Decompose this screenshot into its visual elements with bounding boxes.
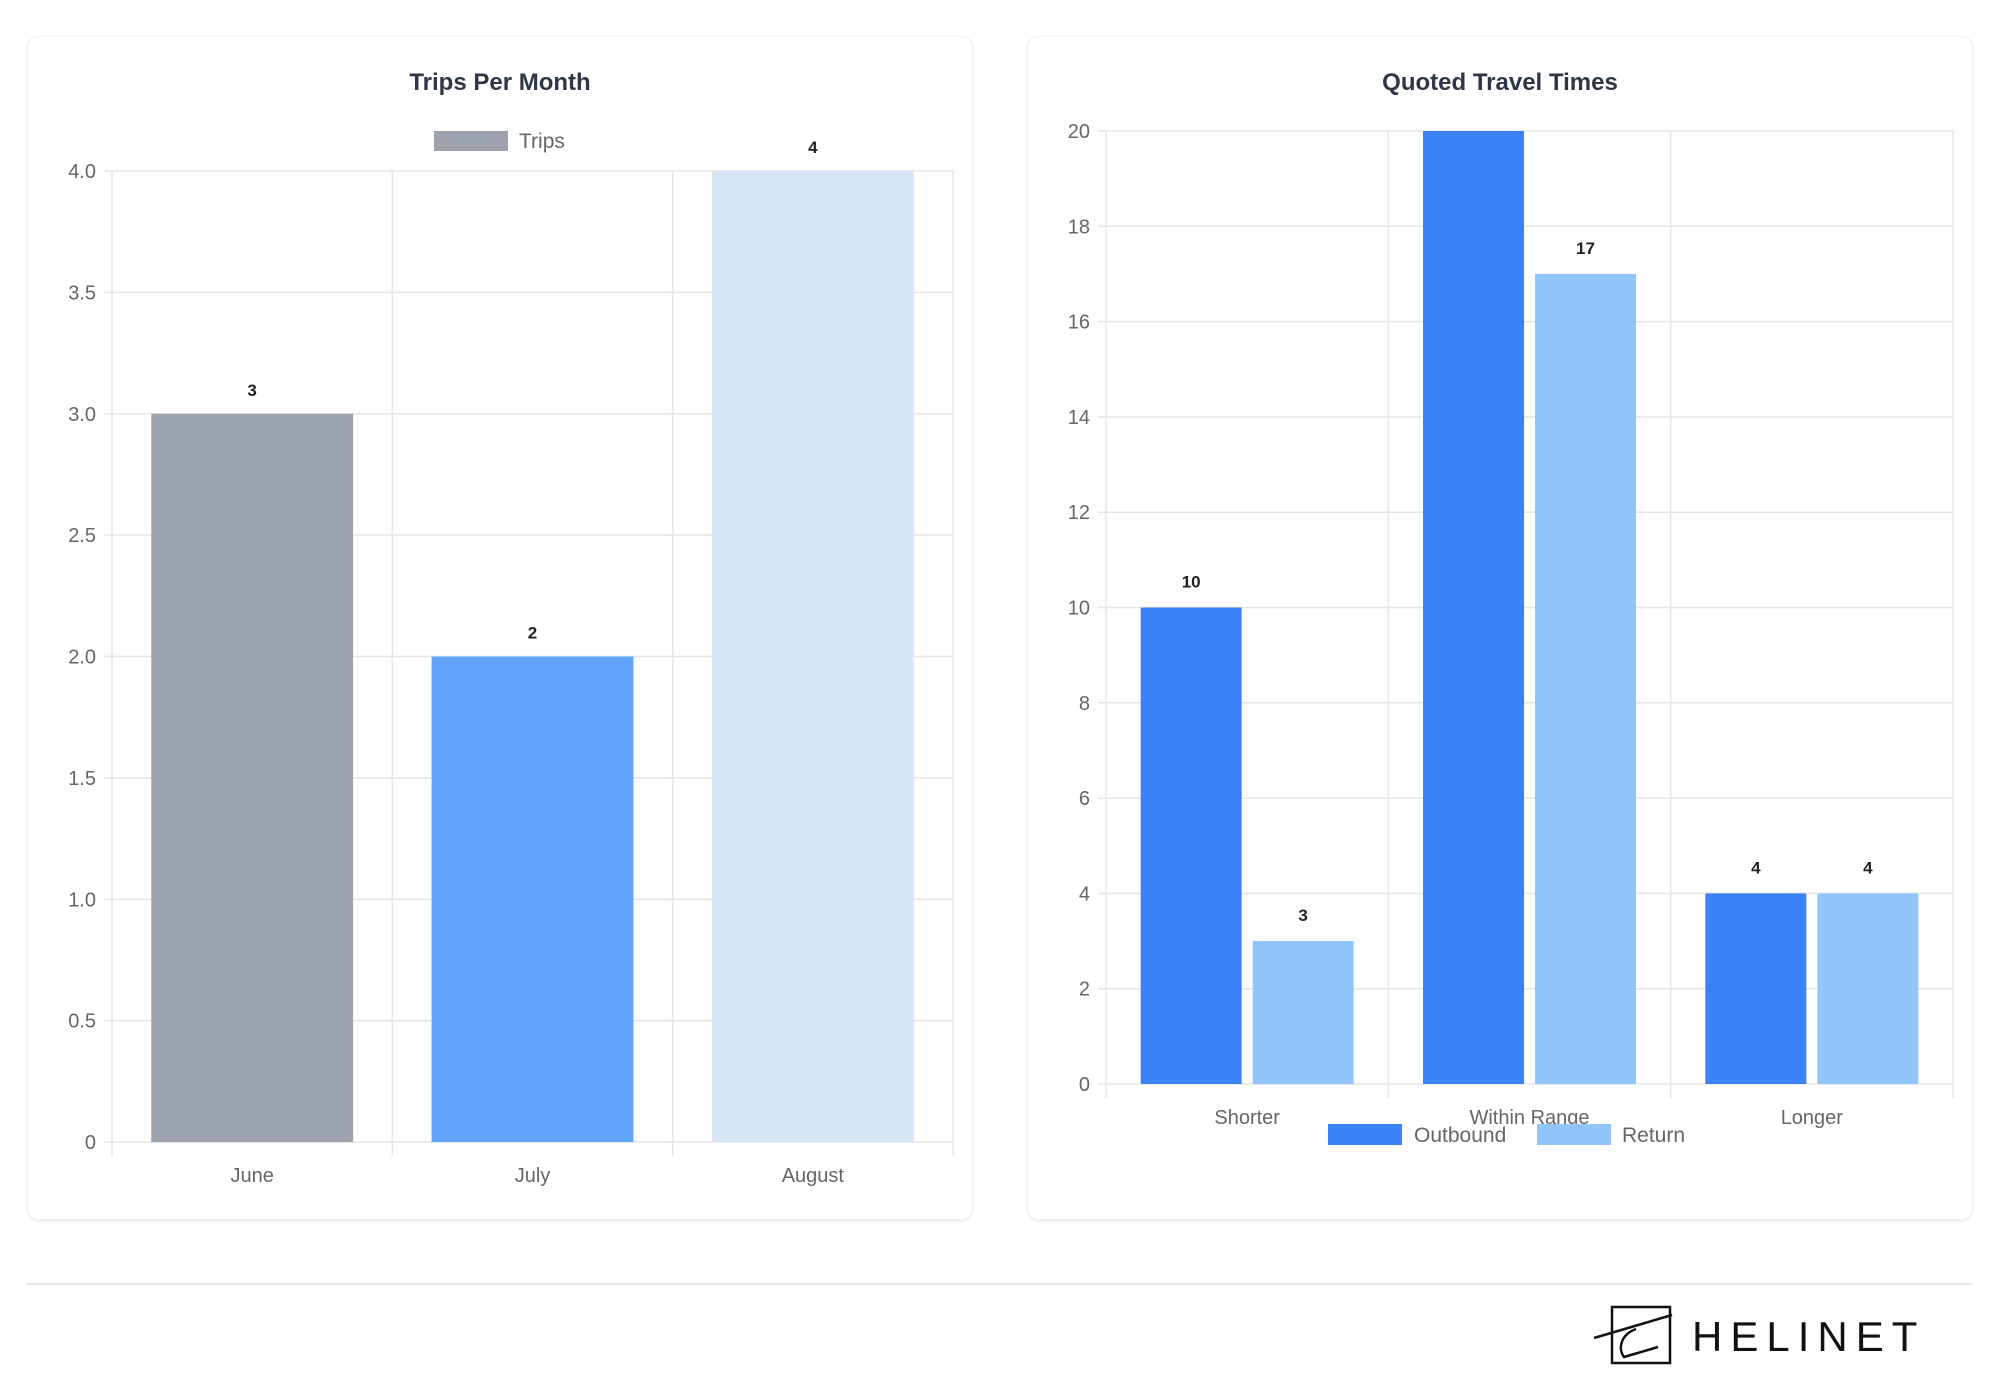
bar-outbound-longer bbox=[1705, 893, 1807, 1084]
legend-swatch-trips bbox=[434, 131, 508, 151]
y-tick-label: 14 bbox=[1068, 407, 1090, 429]
legend-swatch-outbound bbox=[1328, 1124, 1402, 1145]
y-tick-label: 4.0 bbox=[68, 161, 96, 183]
y-tick-label: 2 bbox=[1079, 979, 1090, 1001]
trips-per-month-chart: Trips Per Month Trips 0 0.5 1.0 1.5 2.0 2.5 3.0 3… bbox=[68, 69, 954, 1187]
data-label-return-within-range: 17 bbox=[1576, 239, 1595, 258]
data-label-august: 4 bbox=[808, 138, 818, 157]
footer-divider bbox=[27, 1283, 1972, 1285]
y-tick-label: 3.0 bbox=[68, 404, 96, 426]
data-label-return-shorter: 3 bbox=[1298, 906, 1307, 925]
bar-return-shorter bbox=[1252, 941, 1354, 1084]
bar-july bbox=[431, 656, 634, 1142]
x-tick-label-shorter: Shorter bbox=[1214, 1107, 1280, 1129]
y-tick-label: 20 bbox=[1068, 121, 1090, 143]
y-tick-label: 3.5 bbox=[68, 282, 96, 304]
y-tick-label: 2.5 bbox=[68, 525, 96, 547]
y-tick-label: 1.0 bbox=[68, 889, 96, 911]
x-tick-label-august: August bbox=[782, 1165, 845, 1187]
y-tick-label: 8 bbox=[1079, 693, 1090, 715]
x-tick-label-july: July bbox=[515, 1165, 551, 1187]
y-tick-label: 18 bbox=[1068, 216, 1090, 238]
y-tick-label: 0.5 bbox=[68, 1011, 96, 1033]
y-tick-label: 0 bbox=[1079, 1074, 1090, 1096]
data-label-outbound-shorter: 10 bbox=[1182, 573, 1201, 592]
legend-label-trips: Trips bbox=[519, 130, 565, 153]
y-tick-label: 6 bbox=[1079, 788, 1090, 810]
data-label-june: 3 bbox=[247, 381, 256, 400]
y-tick-label: 16 bbox=[1068, 312, 1090, 334]
legend-swatch-return bbox=[1537, 1124, 1611, 1145]
x-tick-label-june: June bbox=[230, 1165, 273, 1187]
legend-label-return: Return bbox=[1622, 1124, 1685, 1147]
helinet-logo: HELINET bbox=[1592, 1303, 1972, 1368]
quoted-travel-times-chart: Quoted Travel Times 0 2 4 6 8 10 12 14 16 18 20 10 3 S… bbox=[1068, 69, 1954, 1147]
bar-return-within-range bbox=[1535, 273, 1636, 1084]
y-tick-label: 0 bbox=[85, 1132, 96, 1154]
y-tick-label: 12 bbox=[1068, 502, 1090, 524]
data-label-return-longer: 4 bbox=[1863, 858, 1873, 877]
trips-per-month-card: Trips Per Month Trips 0 0.5 1.0 1.5 2.0 2.5 3.0 3… bbox=[27, 36, 973, 1220]
bar-return-longer bbox=[1817, 893, 1919, 1084]
y-tick-label: 4 bbox=[1079, 883, 1090, 905]
svg-text:HELINET: HELINET bbox=[1692, 1313, 1925, 1360]
bar-outbound-within-range bbox=[1423, 131, 1524, 1084]
x-tick-label-within-range: Within Range bbox=[1469, 1107, 1589, 1129]
data-label-outbound-longer: 4 bbox=[1751, 858, 1761, 877]
chart-title: Quoted Travel Times bbox=[1382, 69, 1618, 96]
data-label-july: 2 bbox=[528, 624, 537, 643]
bar-august bbox=[711, 171, 914, 1142]
y-tick-label: 1.5 bbox=[68, 768, 96, 790]
bar-june bbox=[151, 413, 354, 1142]
bar-outbound-shorter bbox=[1140, 607, 1242, 1084]
y-tick-label: 2.0 bbox=[68, 647, 96, 669]
helinet-logo-icon: HELINET bbox=[1593, 1305, 1925, 1365]
quoted-travel-times-card: Quoted Travel Times 0 2 4 6 8 10 12 14 16 18 20 10 3 S… bbox=[1027, 36, 1973, 1220]
y-tick-label: 10 bbox=[1068, 598, 1090, 620]
chart-title: Trips Per Month bbox=[409, 69, 590, 96]
legend-label-outbound: Outbound bbox=[1414, 1124, 1506, 1147]
x-tick-label-longer: Longer bbox=[1781, 1107, 1844, 1129]
